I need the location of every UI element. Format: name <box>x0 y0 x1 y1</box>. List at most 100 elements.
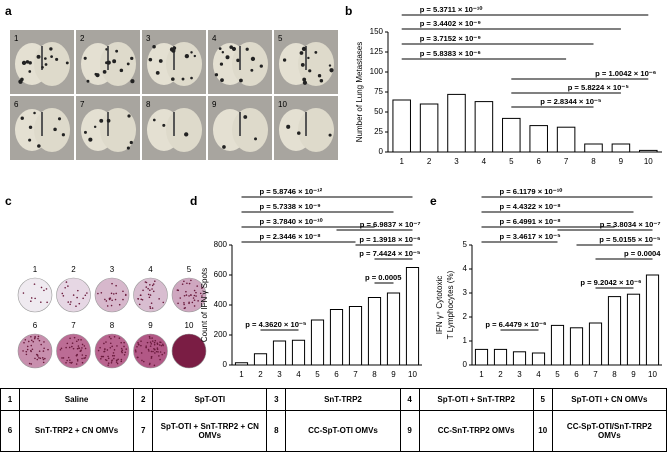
nodule <box>190 51 193 54</box>
spot <box>115 292 117 295</box>
spot <box>118 303 121 306</box>
spot <box>111 299 113 302</box>
y-axis-label: Number of Lung Metastases <box>355 42 364 143</box>
lung <box>100 108 136 152</box>
spot <box>103 342 105 345</box>
nodule <box>282 58 287 62</box>
bar <box>502 117 521 153</box>
bar <box>569 327 584 366</box>
spot <box>136 345 138 348</box>
spot <box>37 335 40 338</box>
x-tick-label: 2 <box>498 370 503 379</box>
spot <box>38 339 41 342</box>
p-value: p = 7.4424 × 10⁻⁵ <box>359 249 421 258</box>
bar <box>474 348 489 366</box>
spot <box>69 337 71 340</box>
group-name: Saline <box>18 388 135 411</box>
spot <box>125 293 127 296</box>
p-value: p = 5.8746 × 10⁻¹² <box>260 187 323 196</box>
nodule <box>28 70 32 73</box>
bar <box>392 99 411 153</box>
spot <box>97 349 100 352</box>
spot <box>78 302 81 305</box>
spot <box>107 362 110 364</box>
spot <box>65 346 67 349</box>
nodule <box>43 57 47 60</box>
spot <box>25 350 28 353</box>
spot <box>30 297 33 299</box>
nodule <box>302 77 307 82</box>
spot <box>152 350 154 353</box>
spot <box>163 352 166 354</box>
spot <box>47 348 49 351</box>
panel-label: d <box>190 194 197 208</box>
nodule <box>193 54 197 58</box>
nodule <box>33 111 36 115</box>
spot <box>65 361 67 364</box>
spot <box>183 280 185 283</box>
spot <box>158 344 161 346</box>
spot <box>148 335 151 338</box>
nodule <box>130 79 135 84</box>
x-tick-label: 3 <box>277 370 282 379</box>
spot <box>116 345 118 347</box>
well-label: 5 <box>187 265 192 274</box>
spot <box>188 282 191 285</box>
well-label: 7 <box>71 321 76 330</box>
spot <box>38 357 40 359</box>
bar <box>639 149 658 153</box>
y-tick-label: 5 <box>463 240 468 249</box>
spot <box>142 360 145 363</box>
p-value: p = 4.3620 × 10⁻⁵ <box>245 320 307 329</box>
nodule <box>127 114 131 118</box>
spot <box>76 360 79 362</box>
nodule <box>221 51 225 54</box>
nodule <box>245 47 249 51</box>
well-label: 10 <box>185 321 194 330</box>
y-tick-label: 0 <box>379 147 384 156</box>
nodule <box>20 116 24 120</box>
spot <box>193 305 196 307</box>
spot <box>111 359 114 361</box>
photo-label: 8 <box>146 100 151 109</box>
y-tick-label: 25 <box>374 127 383 136</box>
p-value: p = 3.7840 × 10⁻¹⁰ <box>260 217 324 226</box>
well-label: 9 <box>148 321 153 330</box>
spot <box>83 345 86 347</box>
nodule <box>218 47 222 50</box>
group-name: SpT-OTI + SnT-TRP2 <box>418 388 534 411</box>
p-value: p = 6.1179 × 10⁻¹⁰ <box>500 187 564 196</box>
spot <box>40 343 42 346</box>
spot <box>156 347 159 349</box>
spot <box>113 357 115 360</box>
spot <box>115 359 118 362</box>
nodule <box>220 78 224 83</box>
spot <box>59 348 62 351</box>
nodule <box>308 69 312 73</box>
spot <box>201 287 203 289</box>
bar <box>556 126 576 153</box>
spot <box>183 302 185 304</box>
nodule <box>314 51 318 54</box>
spot <box>185 290 187 293</box>
spot <box>69 361 71 364</box>
x-tick-label: 2 <box>427 157 432 166</box>
well-label: 2 <box>71 265 76 274</box>
spot <box>148 350 150 352</box>
spot <box>154 280 156 282</box>
nodule <box>106 60 111 65</box>
spot <box>112 352 115 354</box>
p-value: p = 3.4402 × 10⁻⁹ <box>420 19 482 28</box>
spot <box>40 286 43 289</box>
spot <box>100 355 103 358</box>
spot <box>67 301 70 303</box>
well <box>56 333 91 369</box>
spot <box>148 296 151 299</box>
spot <box>161 353 164 356</box>
spot <box>134 349 137 351</box>
spot <box>75 354 78 357</box>
spot <box>120 341 122 344</box>
spot <box>102 355 105 358</box>
spot <box>103 348 106 350</box>
